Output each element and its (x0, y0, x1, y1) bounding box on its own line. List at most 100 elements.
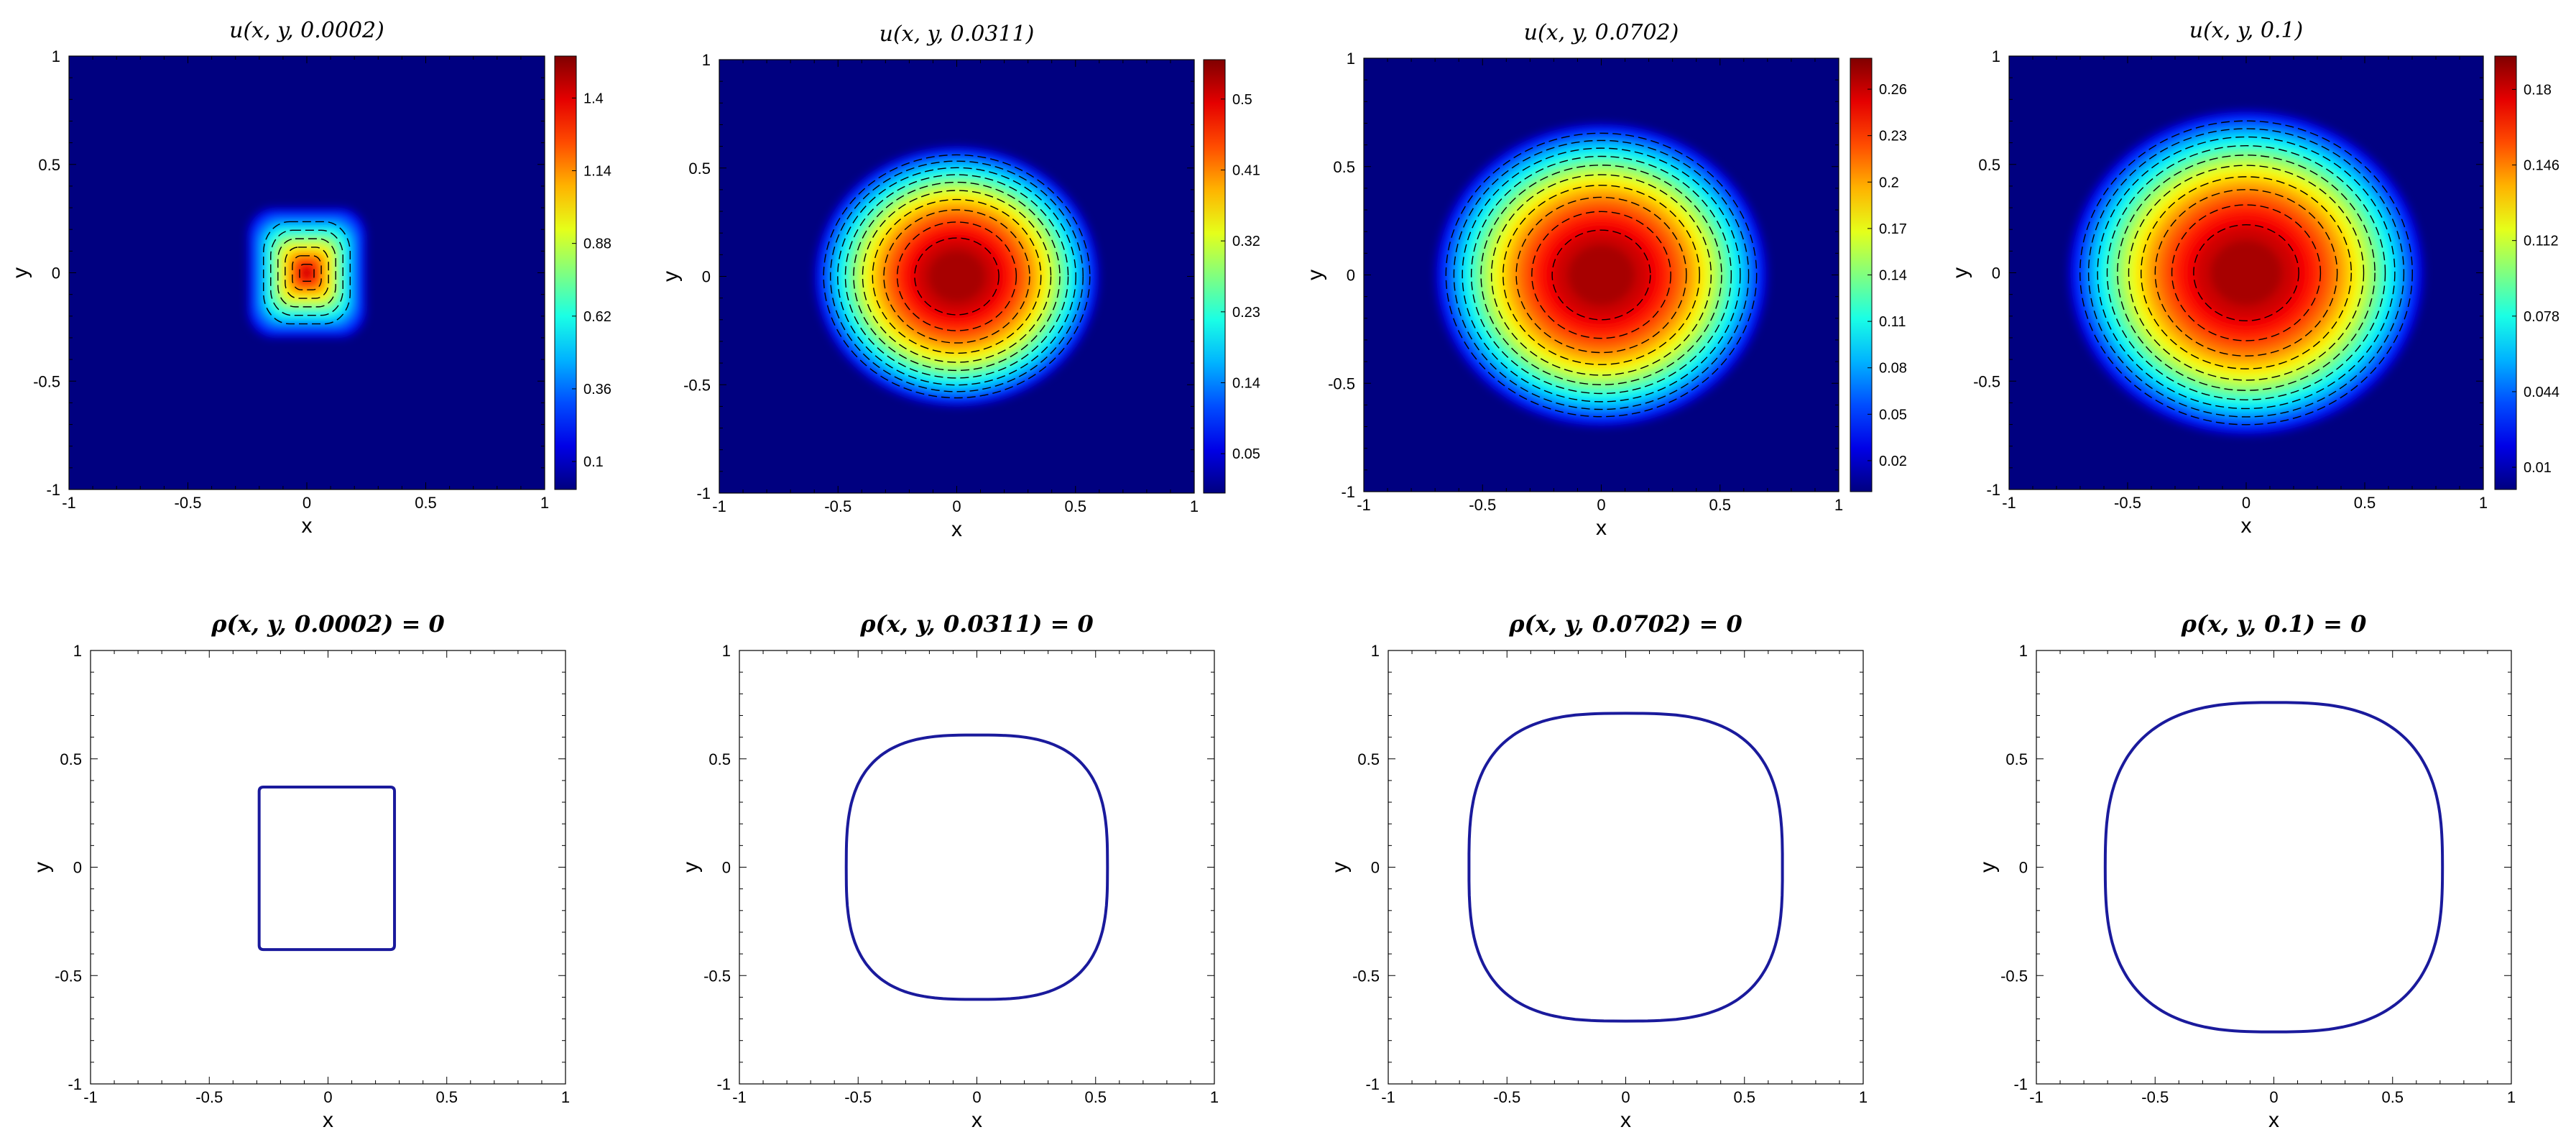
heatmap-panel-4: 0.01 0.044 0.078 0.112 0.146 0.18 -1 -0.5 0 0.5 1 -… (1949, 18, 2559, 538)
y-tick-label: -0.5 (2000, 967, 2028, 985)
y-axis-label: y (1328, 862, 1352, 873)
axis-ticks (2036, 650, 2512, 1085)
y-tick-label: 1 (52, 47, 60, 65)
x-tick-label: 0.5 (435, 1088, 458, 1106)
y-tick-label: -1 (1986, 481, 2000, 499)
y-tick-label: -1 (1365, 1075, 1380, 1093)
y-axis-label: y (1976, 862, 2000, 873)
y-tick-label: 1 (1347, 50, 1355, 68)
contour-lines (2079, 120, 2413, 426)
x-tick-label: 1 (2507, 1088, 2516, 1106)
zero-level-curve (1467, 712, 1784, 1023)
y-tick-label: 1 (1371, 642, 1380, 660)
x-tick-label: 0.5 (1084, 1088, 1107, 1106)
x-tick-label: -1 (83, 1088, 98, 1106)
x-tick-label: 0 (2242, 494, 2250, 512)
axes-frame (1388, 650, 1864, 1085)
x-tick-label: -0.5 (2114, 494, 2141, 512)
colorbar-tick-label: 0.5 (1232, 92, 1252, 108)
contour-panel-3: -1 -0.5 0 0.5 1 -1 -0.5 0 0.5 1 x y ρ(x, y, 0.0702) … (1328, 610, 1868, 1132)
x-tick-label: -1 (62, 494, 76, 512)
colorbar-tick-label: 0.146 (2524, 158, 2559, 174)
x-axis-label: x (1620, 1108, 1631, 1132)
y-tick-label: 0 (52, 265, 60, 282)
colorbar-tick-label: 0.11 (1879, 314, 1906, 330)
x-tick-label: 0 (323, 1088, 332, 1106)
x-tick-label: -1 (2002, 494, 2016, 512)
contour-panel-1: -1 -0.5 0 0.5 1 -1 -0.5 0 0.5 1 x y ρ(x, y, 0.0002) … (30, 610, 570, 1132)
colorbar-tick-label: 0.17 (1879, 221, 1907, 237)
zero-level-curve (2103, 701, 2445, 1034)
y-tick-label: 1 (73, 642, 82, 660)
colorbar-tick-label: 0.112 (2524, 234, 2559, 249)
x-tick-label: -0.5 (824, 497, 851, 515)
x-tick-label: 1 (1834, 496, 1843, 514)
x-tick-label: 1 (1859, 1088, 1868, 1106)
x-tick-label: -0.5 (844, 1088, 872, 1106)
colorbar-tick-label: 0.32 (1232, 234, 1260, 249)
colorbar (2494, 55, 2517, 490)
chart-title: u(x, y, 0.0002) (229, 18, 384, 43)
colorbar-tick-label: 0.62 (583, 309, 611, 325)
contour-lines (1445, 132, 1758, 418)
x-tick-label: 0.5 (415, 494, 437, 512)
axis-ticks (90, 650, 566, 1085)
colorbar (554, 55, 577, 490)
x-tick-label: 0 (2269, 1088, 2278, 1106)
contour-panel-4: -1 -0.5 0 0.5 1 -1 -0.5 0 0.5 1 x y ρ(x, y, 0.1) = 0 (1976, 610, 2516, 1132)
y-tick-label: 0.5 (688, 160, 711, 178)
y-axis-label: y (659, 271, 683, 282)
axis-ticks (719, 59, 1195, 494)
axis-ticks (739, 650, 1215, 1085)
colorbar (1203, 59, 1226, 494)
y-axis-label: y (1949, 267, 1972, 278)
colorbar-tick-label: 0.05 (1879, 407, 1907, 423)
colorbar-tick-label: 0.02 (1879, 454, 1907, 469)
zero-level-curve (844, 733, 1109, 1001)
x-axis-label: x (2268, 1108, 2279, 1132)
x-tick-label: -0.5 (1493, 1088, 1520, 1106)
axis-ticks (1363, 58, 1839, 492)
x-tick-label: 0 (1621, 1088, 1630, 1106)
chart-title: u(x, y, 0.0311) (880, 22, 1035, 47)
colorbar-tick-label: 0.41 (1232, 162, 1260, 178)
heatmap-panel-3: 0.02 0.05 0.08 0.11 0.14 0.17 0.2 0.23 0.26 -1 -0.… (1303, 20, 1907, 540)
y-tick-label: 0 (722, 859, 731, 877)
y-tick-label: 0.5 (708, 750, 731, 768)
y-tick-label: -0.5 (33, 372, 60, 390)
colorbar-tick-label: 0.23 (1232, 305, 1260, 321)
x-axis-label: x (323, 1108, 333, 1132)
x-tick-label: -0.5 (2141, 1088, 2169, 1106)
x-tick-label: -0.5 (195, 1088, 223, 1106)
x-axis-label: x (302, 514, 313, 538)
zero-level-curve (257, 785, 397, 952)
contour-lines (823, 154, 1091, 399)
y-tick-label: 0.5 (2005, 750, 2028, 768)
x-tick-label: -1 (732, 1088, 747, 1106)
y-axis-label: y (679, 862, 703, 873)
y-tick-label: 1 (702, 51, 711, 69)
y-tick-label: -1 (46, 481, 60, 499)
y-tick-label: -0.5 (1352, 967, 1380, 985)
y-tick-label: -0.5 (703, 967, 731, 985)
y-tick-label: -1 (68, 1075, 82, 1093)
heatmap-panel-2: 0.05 0.14 0.23 0.32 0.41 0.5 -1 -0.5 0 0.5 1 -1 -0.5… (659, 22, 1260, 541)
y-tick-label: 0 (1992, 265, 2000, 282)
contour-lines (263, 221, 351, 325)
heatmap-field (814, 146, 1099, 407)
heatmap-panel-1: 0.1 0.36 0.62 0.88 1.14 1.4 -1 -0.5 0 0.5 1 -1 -0.5 0… (9, 18, 611, 538)
heatmap-field (247, 208, 366, 338)
colorbar-tick-label: 0.1 (583, 454, 604, 470)
x-tick-label: -1 (712, 497, 726, 515)
colorbar-tick-label: 0.2 (1879, 175, 1899, 190)
y-tick-label: -1 (696, 484, 711, 502)
colorbar-tick-label: 0.88 (583, 236, 611, 252)
colorbar-tick-label: 0.044 (2524, 385, 2559, 400)
colorbar-tick-label: 0.078 (2524, 309, 2559, 325)
colorbar-tick-label: 1.14 (583, 164, 611, 180)
y-tick-label: -0.5 (1328, 374, 1355, 392)
axis-ticks (1388, 650, 1864, 1085)
colorbar-tick-label: 0.14 (1879, 268, 1907, 284)
